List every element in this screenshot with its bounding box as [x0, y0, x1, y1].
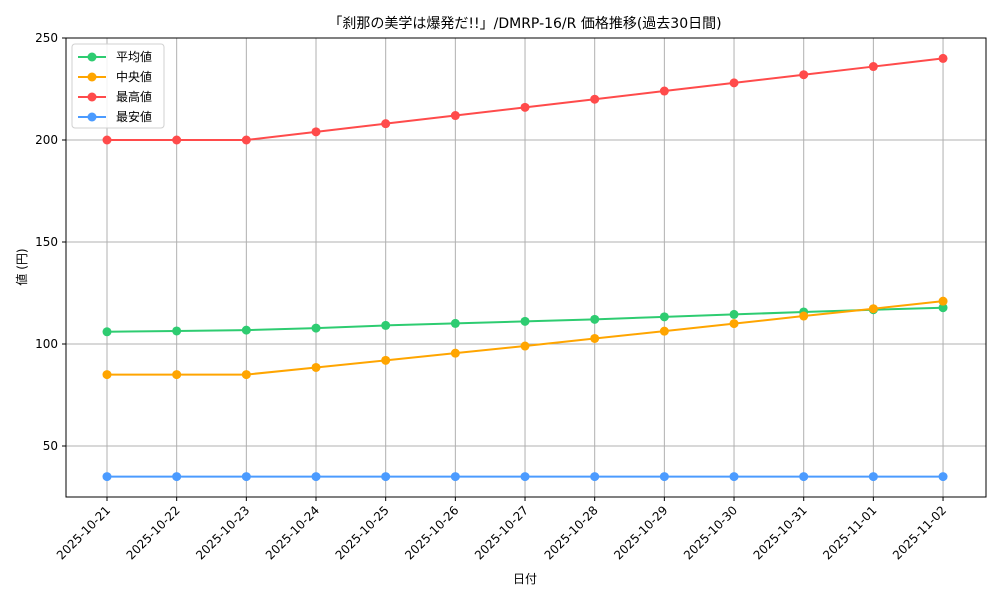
x-tick-label: 2025-10-25 [333, 503, 392, 562]
data-point [659, 326, 669, 336]
data-point [102, 370, 112, 380]
x-tick-label: 2025-10-26 [402, 503, 461, 562]
data-point [938, 53, 948, 63]
data-point [729, 78, 739, 88]
data-point [450, 348, 460, 358]
legend-item: 平均値 [78, 49, 152, 64]
data-point [172, 370, 182, 380]
data-point [868, 472, 878, 482]
data-point [520, 472, 530, 482]
data-point [799, 311, 809, 321]
legend-marker-icon [87, 52, 97, 62]
data-point [311, 127, 321, 137]
y-tick-label: 150 [35, 235, 58, 249]
legend-label: 平均値 [116, 49, 152, 64]
series-1 [102, 296, 948, 380]
y-tick-label: 250 [35, 31, 58, 45]
data-point [520, 102, 530, 112]
x-tick-label: 2025-10-22 [124, 503, 183, 562]
data-point [241, 325, 251, 335]
legend-label: 最安値 [116, 109, 152, 124]
legend-marker-icon [87, 92, 97, 102]
data-point [938, 296, 948, 306]
x-tick-label: 2025-11-01 [820, 503, 879, 562]
data-point [868, 62, 878, 72]
x-tick-label: 2025-10-31 [751, 503, 810, 562]
data-point [241, 370, 251, 380]
chart-title: 「刹那の美学は爆発だ!!」/DMRP-16/R 価格推移(過去30日間) [328, 16, 721, 32]
data-point [381, 355, 391, 365]
data-point [102, 327, 112, 337]
data-point [241, 472, 251, 482]
legend-marker-icon [87, 72, 97, 82]
x-tick-label: 2025-10-23 [193, 503, 252, 562]
data-point [938, 303, 948, 313]
data-point [868, 304, 878, 314]
data-point [450, 472, 460, 482]
legend-marker-icon [87, 112, 97, 122]
legend-item: 最高値 [78, 89, 152, 104]
data-point [172, 135, 182, 145]
x-axis-label: 日付 [513, 572, 537, 586]
legend-label: 最高値 [116, 89, 152, 104]
data-point [729, 319, 739, 329]
series-2 [102, 53, 948, 145]
data-point [799, 70, 809, 80]
data-point [381, 119, 391, 129]
data-point [590, 314, 600, 324]
data-point [938, 472, 948, 482]
x-tick-label: 2025-10-27 [472, 503, 531, 562]
data-point [241, 135, 251, 145]
y-axis-ticks: 50 100 150 200 250 [35, 31, 66, 453]
y-tick-label: 200 [35, 133, 58, 147]
data-point [172, 326, 182, 336]
y-axis-label: 値 (円) [14, 248, 29, 285]
data-point [450, 318, 460, 328]
x-tick-label: 2025-10-21 [54, 503, 113, 562]
x-tick-label: 2025-10-29 [611, 503, 670, 562]
data-point [520, 316, 530, 326]
data-point [729, 472, 739, 482]
data-point [729, 309, 739, 319]
data-point [311, 323, 321, 333]
data-point [590, 94, 600, 104]
data-point [381, 472, 391, 482]
plot-area-frame [65, 37, 987, 498]
x-tick-label: 2025-11-02 [890, 503, 949, 562]
data-point [659, 472, 669, 482]
data-point [659, 312, 669, 322]
data-point [311, 472, 321, 482]
legend-box [71, 43, 165, 129]
legend-item: 中央値 [78, 69, 152, 84]
data-point [381, 320, 391, 330]
data-point [172, 472, 182, 482]
data-series [102, 53, 948, 482]
legend-label: 中央値 [116, 69, 152, 84]
y-tick-label: 100 [35, 337, 58, 351]
data-point [311, 362, 321, 372]
data-point [799, 472, 809, 482]
data-point [590, 333, 600, 343]
x-tick-label: 2025-10-28 [542, 503, 601, 562]
y-tick-label: 50 [43, 439, 58, 453]
x-tick-label: 2025-10-30 [681, 503, 740, 562]
x-axis-ticks: 2025-10-21 2025-10-22 2025-10-23 2025-10-24… [54, 497, 949, 562]
data-point [102, 135, 112, 145]
legend-item: 最安値 [78, 109, 152, 124]
x-tick-label: 2025-10-24 [263, 503, 322, 562]
data-point [102, 472, 112, 482]
data-point [450, 111, 460, 121]
data-point [590, 472, 600, 482]
data-point [520, 341, 530, 351]
data-point [659, 86, 669, 96]
series-3 [102, 472, 948, 482]
